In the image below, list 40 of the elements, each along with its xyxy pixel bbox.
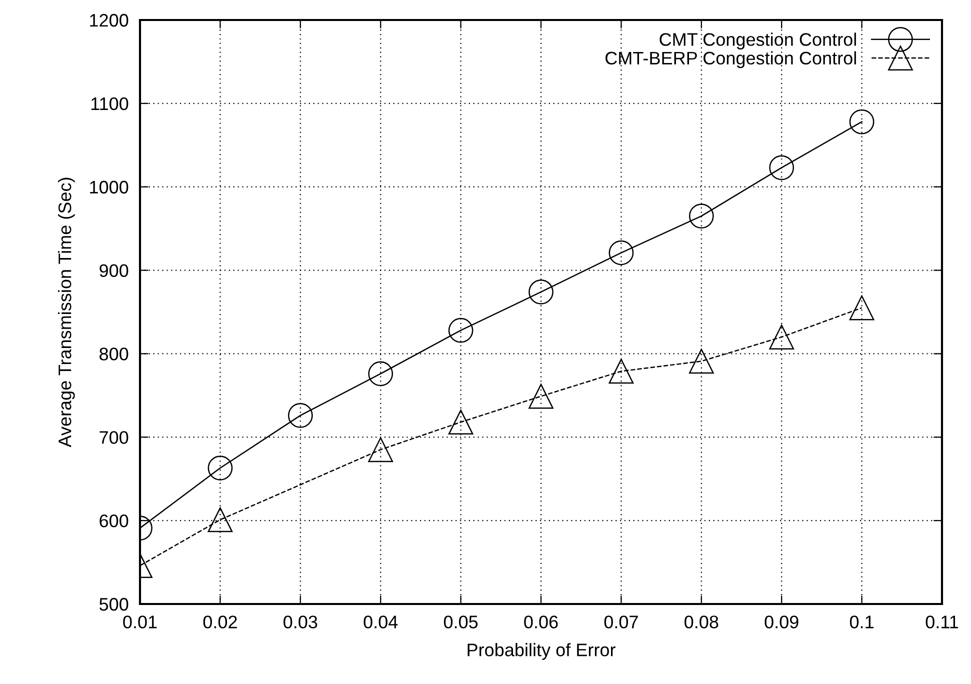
x-tick-label: 0.04	[364, 616, 398, 628]
point	[849, 109, 874, 134]
x-tick-label: 0.02	[203, 616, 237, 628]
x-tick-label: 0.07	[604, 616, 638, 628]
point	[528, 384, 554, 409]
point	[688, 348, 714, 374]
point	[288, 403, 313, 428]
point	[688, 204, 714, 228]
x-tick-label: 0.03	[284, 616, 318, 628]
point	[608, 358, 634, 384]
point	[528, 280, 554, 304]
x-tick-label: 0.08	[684, 616, 718, 628]
point	[769, 155, 794, 180]
point	[849, 295, 874, 320]
y-tick-label: 500	[99, 598, 128, 611]
x-tick-label: 0.11	[926, 616, 958, 628]
y-tick-label: 900	[100, 264, 128, 278]
y-tick-label: 700	[100, 431, 128, 444]
point	[208, 456, 233, 480]
y-tick-label: 1100	[91, 97, 128, 110]
y-tick-label: 600	[100, 514, 128, 528]
point	[208, 507, 233, 532]
y-axis-title: Average Transmission Time (Sec)	[58, 178, 75, 448]
legend-label: CMT-BERP Congestion Control	[606, 51, 856, 68]
point	[769, 324, 794, 350]
x-axis-title: Probability of Error	[468, 643, 616, 660]
y-tick-label: 1000	[90, 180, 128, 194]
x-tick-label: 0.1	[850, 616, 874, 628]
y-tick-label: 800	[100, 348, 128, 360]
x-tick-label: 0.05	[444, 616, 478, 628]
point	[448, 410, 474, 435]
point	[608, 240, 634, 266]
x-tick-label: 0.01	[123, 616, 157, 628]
x-tick-label: 0.06	[524, 616, 558, 628]
y-tick-label: 1200	[90, 14, 128, 27]
point	[448, 318, 474, 343]
legend-label: CMT Congestion Control	[660, 32, 856, 50]
point	[368, 437, 394, 462]
x-tick-label: 0.09	[764, 616, 798, 628]
point	[368, 361, 394, 386]
